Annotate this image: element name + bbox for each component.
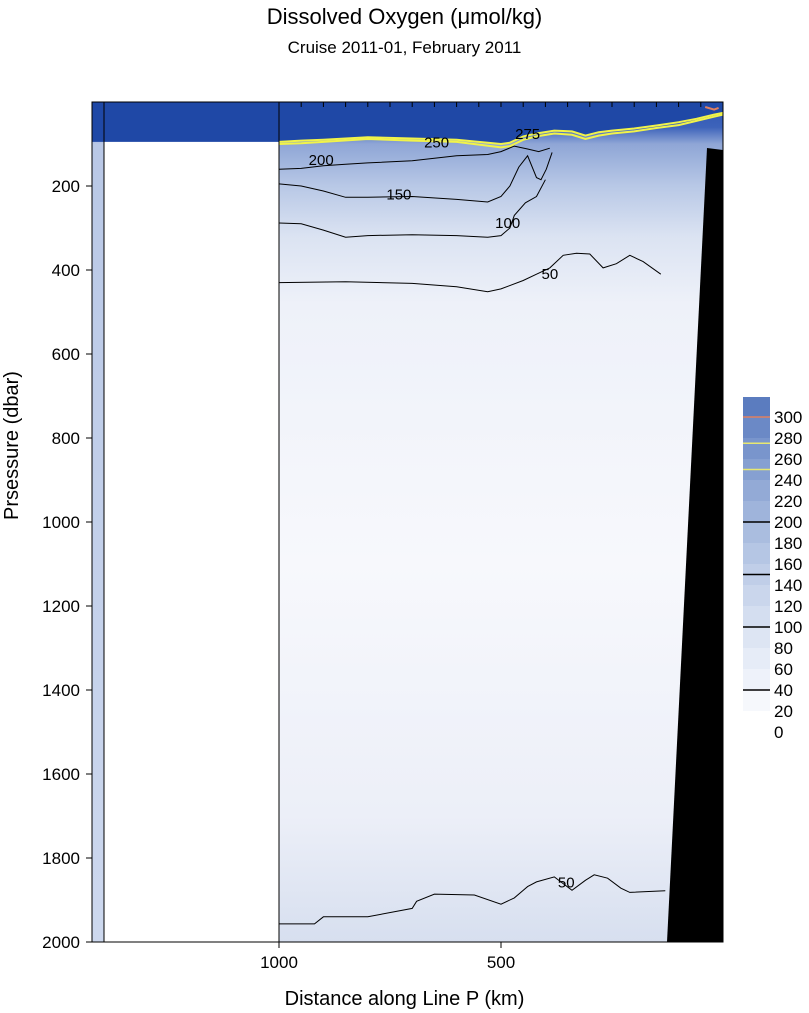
colorbar-tick-label: 40 <box>774 681 793 700</box>
x-axis-label: Distance along Line P (km) <box>284 988 525 1010</box>
colorbar-swatch <box>743 480 770 501</box>
y-tick-label: 1200 <box>42 597 80 616</box>
contour-label: 50 <box>541 266 558 283</box>
colorbar-swatch <box>743 606 770 627</box>
left-station-strip <box>92 102 104 942</box>
colorbar-tick-label: 220 <box>774 492 802 511</box>
colorbar-tick-label: 160 <box>774 555 802 574</box>
y-tick-label: 600 <box>52 345 80 364</box>
colorbar-tick-label: 0 <box>774 723 783 742</box>
colorbar-tick-label: 180 <box>774 534 802 553</box>
colorbar-tick-label: 60 <box>774 660 793 679</box>
colorbar-tick-label: 140 <box>774 576 802 595</box>
contour-150 <box>278 152 553 203</box>
contour-300 <box>704 106 719 111</box>
colorbar-swatch <box>743 690 770 711</box>
colorbar-swatch <box>743 397 770 417</box>
y-tick-label: 1600 <box>42 765 80 784</box>
colorbar-swatch <box>743 438 770 459</box>
contour-label: 200 <box>309 152 334 169</box>
colorbar-swatch <box>743 585 770 606</box>
y-tick-label: 2000 <box>42 933 80 952</box>
contour-275 <box>278 111 723 146</box>
colorbar-tick-label: 120 <box>774 597 802 616</box>
y-tick-label: 800 <box>52 429 80 448</box>
chart-subtitle: Cruise 2011-01, February 2011 <box>287 38 522 57</box>
colorbar-swatch <box>743 522 770 543</box>
y-tick-label: 200 <box>52 177 80 196</box>
contour-200 <box>278 145 550 170</box>
y-tick-label: 400 <box>52 261 80 280</box>
colorbar-tick-label: 80 <box>774 639 793 658</box>
colorbar-swatch <box>743 711 770 732</box>
y-tick-label: 1400 <box>42 681 80 700</box>
bathymetry <box>667 148 723 942</box>
colorbar-tick-label: 20 <box>774 702 793 721</box>
contour-label: 50 <box>558 874 575 891</box>
colorbar-swatch <box>743 648 770 669</box>
colorbar-swatch <box>743 543 770 564</box>
chart-title: Dissolved Oxygen (μmol/kg) <box>266 4 543 29</box>
colorbar-swatch <box>743 627 770 648</box>
contour-50 <box>278 252 662 293</box>
colorbar-swatch <box>743 417 770 438</box>
y-tick-label: 1000 <box>42 513 80 532</box>
colorbar-swatch <box>743 501 770 522</box>
colorbar-tick-label: 240 <box>774 471 802 490</box>
colorbar-tick-label: 300 <box>774 408 802 427</box>
surface-layer <box>92 102 723 144</box>
contour-100 <box>278 179 546 238</box>
contour-label: 150 <box>386 186 411 203</box>
colorbar-tick-label: 100 <box>774 618 802 637</box>
colorbar-tick-label: 200 <box>774 513 802 532</box>
x-tick-label: 1000 <box>260 953 298 972</box>
contour-250 <box>278 113 723 149</box>
contour-label: 100 <box>495 215 520 232</box>
contour-label: 250 <box>424 134 449 151</box>
colorbar-tick-label: 280 <box>774 429 802 448</box>
contour-label: 275 <box>515 126 540 143</box>
colorbar-tick-label: 260 <box>774 450 802 469</box>
colorbar-swatch <box>743 669 770 690</box>
x-tick-label: 500 <box>487 953 515 972</box>
contour-50 <box>279 874 666 925</box>
y-tick-label: 1800 <box>42 849 80 868</box>
no-data-gap <box>104 102 279 942</box>
